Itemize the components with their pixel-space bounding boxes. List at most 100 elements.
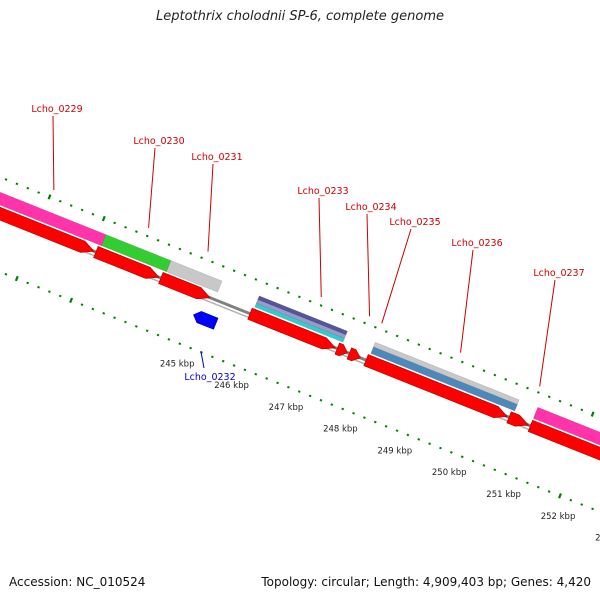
outer-tick [232, 269, 236, 273]
outer-tick [276, 286, 280, 290]
gene-arrow-lcho-0235 [346, 347, 361, 362]
map-title: Leptothrix cholodnii SP-6, complete geno… [156, 9, 444, 24]
feature-bar [166, 260, 223, 293]
gene-label-leader [148, 147, 156, 228]
inner-tick [580, 503, 584, 506]
inner-tick [102, 312, 106, 315]
outer-tick [113, 221, 117, 225]
outer-tick [156, 238, 160, 242]
inner-tick [37, 285, 40, 289]
outer-tick [69, 204, 73, 207]
outer-tick [221, 265, 225, 268]
gene-arrow-lcho-0236b [506, 411, 530, 427]
inner-tick [189, 346, 193, 350]
outer-tick-track [4, 178, 595, 417]
inner-tick [536, 485, 540, 489]
feature-track [0, 191, 600, 446]
outer-tick [47, 194, 52, 200]
outer-tick [569, 404, 573, 407]
inner-tick [525, 481, 529, 485]
inner-tick [352, 411, 355, 415]
scale-label: 247 kbp [269, 403, 304, 413]
inner-tick [276, 381, 279, 385]
inner-tick [558, 493, 562, 499]
outer-tick [590, 411, 595, 417]
inner-tick [493, 468, 497, 472]
gene-label-lcho-0232: Lcho_0232 [184, 372, 235, 383]
inner-tick [460, 455, 464, 459]
outer-tick [439, 351, 442, 355]
outer-tick [80, 208, 84, 212]
inner-tick [113, 316, 116, 320]
feature-bar [254, 302, 345, 343]
inner-tick [449, 451, 453, 454]
inner-tick [482, 464, 486, 467]
outer-tick [373, 325, 377, 329]
gene-label-lcho-0229: Lcho_0229 [31, 104, 82, 115]
backbone-shadow [0, 217, 600, 459]
gene-arrow-lcho-0234 [334, 342, 348, 357]
inner-tick [254, 372, 258, 376]
outer-tick [124, 225, 127, 229]
outer-tick [26, 186, 30, 190]
scale-label: 251 kbp [486, 490, 521, 500]
inner-tick [156, 333, 160, 337]
gene-arrow-lcho-0237 [527, 419, 600, 461]
inner-tick [319, 398, 323, 402]
scale-label: 246 kbp [214, 381, 249, 391]
outer-tick [200, 256, 203, 260]
outer-tick [15, 182, 19, 186]
gene-label-leader [381, 228, 412, 324]
outer-tick [384, 330, 388, 333]
outer-tick [145, 234, 149, 238]
inner-tick [406, 433, 410, 437]
inner-tick [243, 368, 247, 372]
inner-tick [515, 477, 518, 480]
outer-tick [352, 317, 356, 320]
inner-tick [569, 498, 573, 502]
outer-tick [547, 395, 551, 399]
inner-tick [145, 329, 149, 333]
scale-label: 248 kbp [323, 425, 358, 435]
gene-track [0, 206, 600, 461]
outer-tick [297, 295, 301, 299]
inner-tick [395, 429, 399, 433]
outer-tick [287, 291, 290, 294]
inner-tick [384, 424, 388, 428]
gene-arrow-lcho-0231 [158, 272, 211, 300]
outer-tick [558, 399, 562, 403]
gene-label-lcho-0231: Lcho_0231 [191, 152, 242, 163]
outer-tick [265, 282, 269, 286]
outer-tick [504, 378, 508, 381]
outer-tick [363, 321, 366, 325]
gene-arrow-lcho-0229 [0, 206, 95, 253]
inner-tick [80, 303, 84, 306]
outer-tick [450, 356, 453, 359]
outer-tick [341, 312, 345, 316]
outer-tick [101, 215, 106, 222]
outer-tick [406, 338, 410, 342]
outer-tick [91, 212, 95, 216]
inner-tick [124, 320, 127, 324]
inner-tick [591, 507, 594, 511]
outer-tick [515, 382, 519, 386]
inner-tick [178, 342, 182, 346]
inner-tick [547, 490, 551, 493]
gene-label-leader [207, 163, 214, 252]
gene-label-leader [539, 279, 556, 387]
inner-tick [330, 403, 334, 406]
outer-tick [178, 247, 182, 251]
outer-tick [211, 260, 214, 264]
scale-label: 252 kbp [541, 512, 576, 522]
inner-tick-track [4, 272, 594, 511]
gene-label-leader [460, 249, 474, 353]
gene-label-leader [366, 213, 371, 317]
outer-tick [135, 230, 138, 233]
inner-tick [134, 325, 138, 328]
inner-tick [363, 416, 366, 419]
outer-tick [493, 373, 497, 377]
accession-text: Accession: NC_010524 [9, 575, 146, 589]
inner-tick [4, 272, 8, 276]
inner-tick [439, 446, 442, 450]
